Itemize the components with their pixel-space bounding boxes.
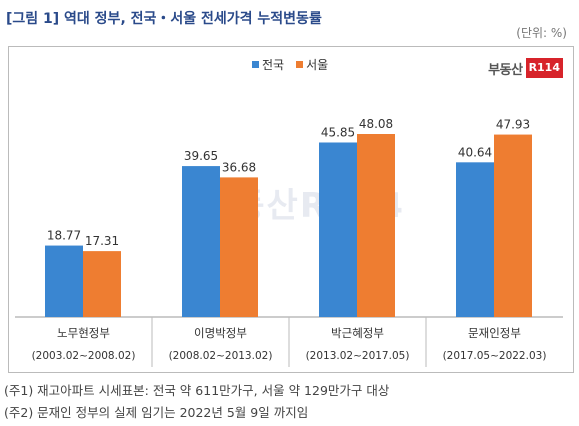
data-label: 45.85 [321,125,355,139]
bar-nation [319,142,357,317]
legend-swatch-nation [252,61,259,68]
bar-seoul [357,134,395,317]
legend-swatch-seoul [296,61,304,68]
data-label: 39.65 [184,149,218,163]
unit-label: (단위: %) [516,26,567,40]
bar-seoul [220,177,258,317]
logo-badge: R114 [525,58,563,78]
bar-seoul [494,134,532,317]
data-label: 36.68 [222,160,256,174]
footnote-2: (주2) 문재인 정부의 실제 임기는 2022년 5월 9일 까지임 [4,405,309,420]
category-label: 문재인정부 [468,326,521,340]
category-label: 노무현정부 [57,326,110,340]
bar-nation [456,162,494,317]
legend-label-seoul: 서울 [306,58,329,72]
category-period: (2003.02~2008.02) [32,350,136,362]
category-period: (2013.02~2017.05) [306,350,410,362]
legend: 전국 서울 [252,56,328,73]
category-label: 박근혜정부 [331,326,384,340]
data-label: 48.08 [359,117,393,131]
data-label: 18.77 [47,229,81,243]
category-period: (2008.02~2013.02) [169,350,273,362]
logo-text: 부동산 [488,62,523,78]
category-period: (2017.05~2022.03) [443,350,547,362]
data-label: 17.31 [85,234,119,248]
footnote-1: (주1) 재고아파트 시세표본: 전국 약 611만가구, 서울 약 129만가… [4,383,390,398]
chart-title: [그림 1] 역대 정부, 전국・서울 전세가격 누적변동률 [6,11,322,27]
data-label: 40.64 [458,145,492,159]
legend-item-nation: 전국 [252,56,284,73]
legend-item-seoul: 서울 [296,56,328,73]
data-label: 47.93 [496,118,530,132]
bar-nation [45,245,83,317]
legend-label-nation: 전국 [262,58,285,72]
bar-seoul [83,251,121,317]
category-label: 이명박정부 [194,326,247,340]
brand-logo: 부동산 R114 [488,58,563,78]
bar-nation [182,166,220,317]
